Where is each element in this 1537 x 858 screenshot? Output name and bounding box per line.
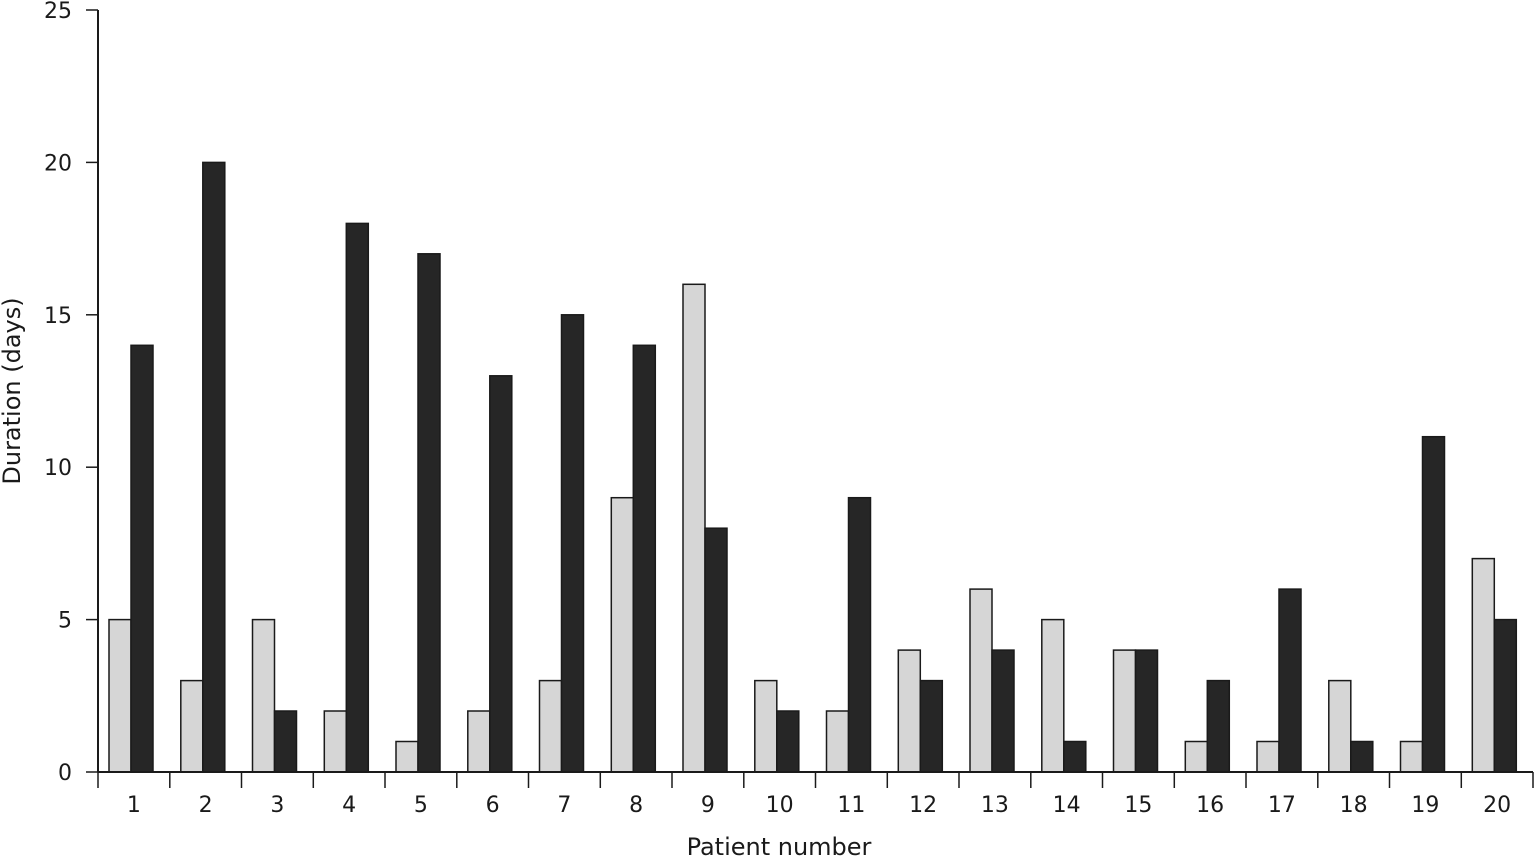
bar <box>395 740 419 773</box>
x-tick-label: 8 <box>629 793 643 818</box>
bar <box>1399 740 1424 773</box>
x-tick-label: 6 <box>486 793 500 818</box>
x-tick-label: 16 <box>1196 793 1224 818</box>
x-ticks-layer: 1 2 3 4 5 6 7 8 9 10 11 12 13 14 15 16 17 18 19 20 <box>97 772 1534 818</box>
bar <box>130 344 154 773</box>
bar <box>776 710 800 773</box>
bar <box>1471 557 1496 773</box>
bar <box>1493 618 1518 773</box>
y-tick-label: 25 <box>44 0 72 24</box>
axes-layer <box>97 10 1533 773</box>
bar <box>1256 740 1280 773</box>
x-tick-label: 14 <box>1053 793 1081 818</box>
bar <box>1421 435 1446 773</box>
bar <box>632 344 657 773</box>
y-tick-label: 0 <box>58 761 72 786</box>
x-tick-label: 10 <box>766 793 794 818</box>
bar <box>1134 649 1159 773</box>
x-tick-label: 12 <box>909 793 937 818</box>
bar <box>273 710 298 773</box>
bar <box>467 710 491 773</box>
bar <box>1206 679 1231 773</box>
bar <box>1041 618 1065 773</box>
bar <box>704 527 728 773</box>
bar <box>682 283 706 773</box>
bar <box>1278 588 1302 773</box>
bar <box>847 496 872 773</box>
bars-layer <box>108 161 1518 773</box>
bar <box>180 679 204 773</box>
y-tick-label: 5 <box>58 609 72 634</box>
bar <box>1184 740 1209 773</box>
x-axis-title: Patient number <box>687 833 872 858</box>
bar <box>538 679 563 773</box>
bar <box>897 649 922 773</box>
x-tick-label: 18 <box>1340 793 1368 818</box>
bar <box>560 314 585 773</box>
bar <box>1328 679 1352 773</box>
x-tick-label: 5 <box>414 793 428 818</box>
bar <box>345 222 370 773</box>
bar <box>991 649 1015 773</box>
x-tick-label: 3 <box>270 793 284 818</box>
bar <box>610 496 635 773</box>
bar <box>202 161 226 773</box>
bar <box>825 710 850 773</box>
y-tick-label: 20 <box>44 151 72 176</box>
x-tick-label: 17 <box>1268 793 1296 818</box>
bar <box>417 253 441 773</box>
y-ticks-layer: 0 5 10 15 20 25 <box>44 0 98 786</box>
y-axis-title: Duration (days) <box>0 297 26 484</box>
x-tick-label: 1 <box>127 793 141 818</box>
x-tick-label: 4 <box>342 793 356 818</box>
x-tick-label: 15 <box>1124 793 1152 818</box>
x-tick-label: 7 <box>557 793 571 818</box>
bar <box>919 679 944 773</box>
bar <box>108 618 132 773</box>
bar <box>323 710 348 773</box>
bar <box>489 375 513 773</box>
y-tick-label: 15 <box>44 304 72 329</box>
x-tick-label: 11 <box>837 793 865 818</box>
bar <box>1350 740 1374 773</box>
x-tick-label: 19 <box>1411 793 1439 818</box>
bar <box>969 588 993 773</box>
bar <box>1112 649 1137 773</box>
x-tick-label: 13 <box>981 793 1009 818</box>
bar <box>1063 740 1087 773</box>
bar <box>251 618 276 773</box>
x-tick-label: 2 <box>199 793 213 818</box>
x-tick-label: 9 <box>701 793 715 818</box>
bar <box>754 679 778 773</box>
x-tick-label: 20 <box>1483 793 1511 818</box>
y-tick-label: 10 <box>44 456 72 481</box>
